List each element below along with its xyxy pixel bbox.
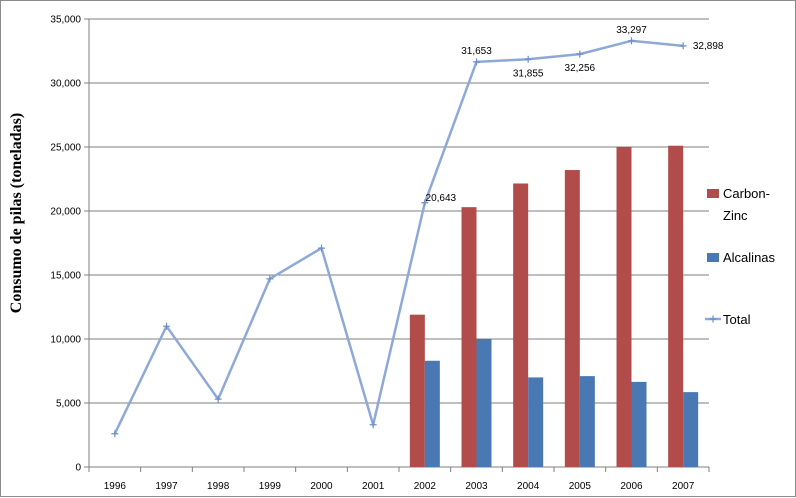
total-data-label: 20,643 [426, 193, 457, 204]
bar-alcalinas [579, 376, 595, 467]
total-point [369, 421, 377, 429]
y-tick-label: 20,000 [50, 207, 81, 218]
legend-marker-total [709, 315, 717, 323]
y-axis-label: Consumo de pilas (toneladas) [8, 113, 25, 313]
bar-alcalinas [476, 339, 492, 467]
y-tick-label: 10,000 [50, 335, 81, 346]
total-data-label: 33,297 [616, 25, 647, 36]
total-data-label: 31,855 [513, 68, 544, 79]
axes: 0 5,000 10,000 15,000 20,000 25,000 30,000 35,0… [50, 15, 710, 492]
x-tick-label: 2004 [517, 481, 540, 492]
total-data-label: 32,898 [693, 41, 724, 52]
y-tick-label: 25,000 [50, 143, 81, 154]
total-data-label: 32,256 [565, 63, 596, 74]
x-tick-label: 2005 [569, 481, 592, 492]
bars [409, 145, 699, 468]
bar-alcalinas [683, 392, 699, 467]
x-tick-label: 2007 [672, 481, 695, 492]
y-tick-label: 15,000 [50, 271, 81, 282]
y-tick-label: 0 [75, 463, 81, 474]
total-point [111, 430, 119, 438]
x-tick-label: 1999 [259, 481, 282, 492]
bar-alcalinas [631, 381, 647, 467]
x-tick-label: 1996 [104, 481, 127, 492]
total-point [421, 199, 429, 207]
total-point [628, 37, 635, 45]
grid-lines [89, 18, 709, 404]
legend-label-carbon-zinc: Carbon- [723, 186, 770, 201]
total-point [318, 244, 325, 252]
x-tick-label: 1997 [155, 481, 178, 492]
total-point [473, 58, 480, 66]
legend-swatch-alcalinas [707, 253, 719, 262]
total-point [214, 395, 222, 403]
x-tick-label: 2003 [465, 481, 488, 492]
bar-carbon-zinc [461, 207, 477, 467]
x-tick-label: 2002 [414, 481, 437, 492]
total-line [113, 39, 684, 435]
total-point [679, 42, 687, 50]
x-tick-label: 2000 [310, 481, 333, 492]
bar-alcalinas [528, 377, 544, 467]
total-point [266, 275, 274, 283]
legend-label-total: Total [723, 312, 751, 327]
legend-label-alcalinas: Alcalinas [723, 250, 776, 265]
legend-swatch-carbon-zinc [707, 189, 719, 198]
total-point [576, 50, 584, 58]
total-point [163, 322, 170, 330]
total-data-label: 31,653 [461, 46, 492, 57]
legend: Carbon- Zinc Alcalinas Total [705, 186, 776, 327]
bar-alcalinas [424, 360, 440, 467]
y-tick-label: 30,000 [50, 79, 81, 90]
x-tick-label: 2006 [620, 481, 643, 492]
total-point [524, 55, 532, 63]
total-line-group [111, 37, 687, 438]
y-tick-label: 5,000 [56, 399, 81, 410]
bar-carbon-zinc [409, 314, 425, 467]
legend-label-carbon-zinc: Zinc [723, 208, 748, 223]
bar-carbon-zinc [668, 145, 684, 467]
x-tick-label: 1998 [207, 481, 230, 492]
x-tick-label: 2001 [362, 481, 385, 492]
bar-carbon-zinc [564, 170, 580, 468]
data-labels: 20,643 31,653 31,855 32,256 33,297 32,898 [426, 25, 724, 204]
bar-carbon-zinc [616, 147, 632, 467]
bar-carbon-zinc [513, 183, 529, 468]
y-tick-label: 35,000 [50, 15, 81, 26]
